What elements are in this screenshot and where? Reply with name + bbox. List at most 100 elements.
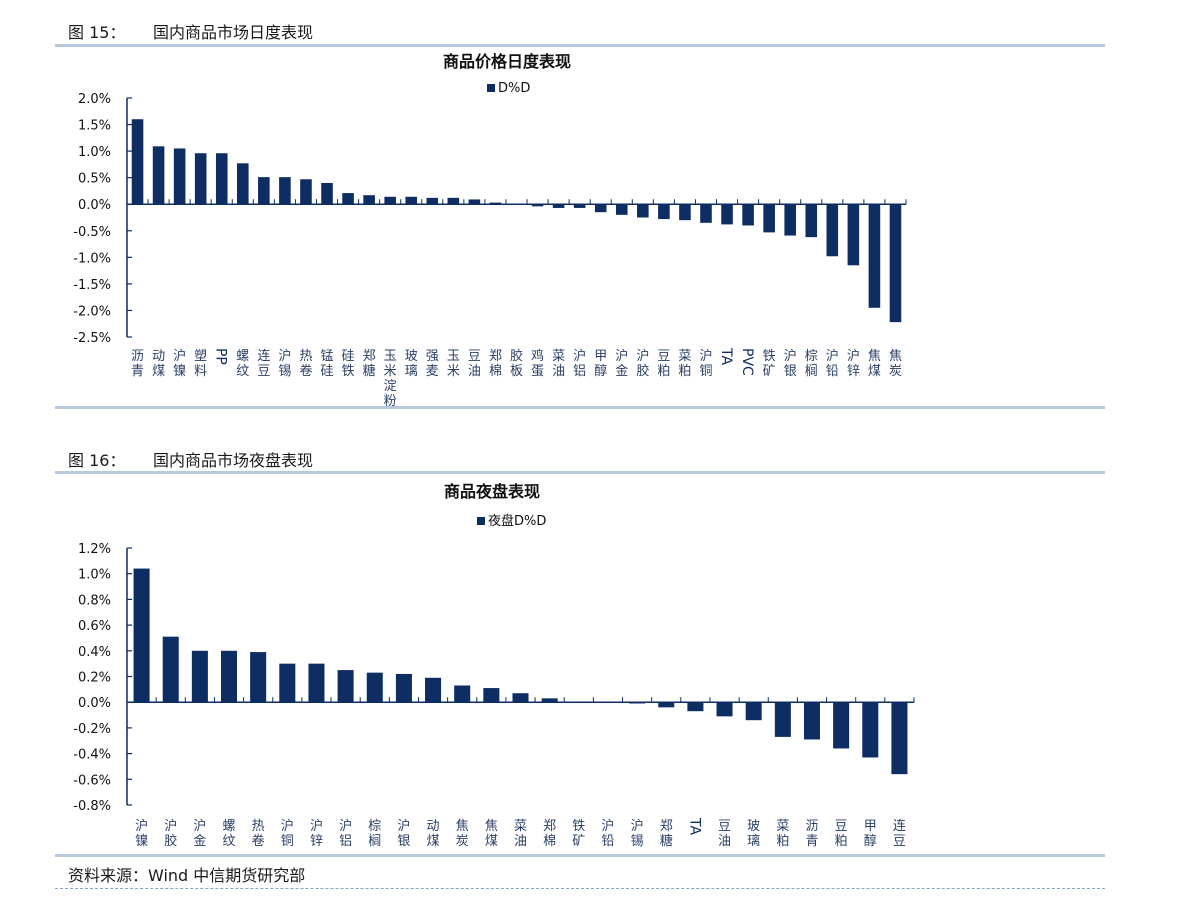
- bar-沪铜: [279, 663, 296, 703]
- bar-棕榈: [805, 204, 818, 238]
- x-tick-label: 郑棉: [543, 819, 556, 849]
- bar-动煤: [425, 677, 442, 703]
- bar-沥青: [803, 702, 820, 740]
- x-tick-label: 棕榈: [805, 349, 818, 379]
- x-tick-label: 焦煤: [485, 819, 498, 849]
- bar-沪锌: [847, 204, 860, 266]
- bar-塑料: [194, 153, 207, 205]
- x-tick-label: 强麦: [426, 349, 439, 379]
- bar-沪铜: [700, 204, 712, 223]
- x-tick-label: 沪胶: [164, 818, 177, 849]
- bar-热卷: [300, 179, 312, 205]
- y-tick-label: 0.0%: [78, 696, 111, 711]
- x-tick-label: 甲醇: [594, 349, 607, 379]
- bar-沪锡: [279, 177, 291, 205]
- x-tick-label: 胶板: [510, 348, 523, 379]
- bar-焦炭: [889, 204, 902, 323]
- x-tick-label: PP: [213, 348, 229, 365]
- x-tick-label: 沪银: [784, 348, 797, 379]
- x-tick-label: 鸡蛋: [531, 348, 544, 379]
- bar-沪镍: [173, 148, 186, 205]
- x-tick-label: 螺纹: [236, 349, 249, 379]
- bar-郑糖: [363, 195, 375, 205]
- x-tick-label: 沪金: [615, 348, 628, 379]
- divider: [55, 854, 1105, 857]
- x-tick-label: 沪铝: [573, 348, 586, 379]
- y-tick-label: -2.5%: [73, 331, 111, 346]
- x-tick-label: 硅铁: [342, 349, 355, 379]
- x-tick-label: 菜油: [514, 819, 527, 849]
- x-tick-label: PVC: [739, 348, 755, 376]
- x-tick-label: 塑料: [194, 349, 207, 379]
- x-tick-label: 沪铅: [826, 348, 839, 379]
- bar-豆粕: [833, 702, 850, 749]
- bar-沪铅: [599, 702, 616, 703]
- y-tick-label: -1.5%: [73, 278, 111, 293]
- x-tick-label: 沪金: [193, 818, 206, 849]
- bar-沪胶: [162, 636, 179, 703]
- x-tick-label: 玉米淀粉: [384, 349, 397, 409]
- bar-硅铁: [342, 193, 354, 205]
- x-tick-label: 玉米: [447, 349, 460, 379]
- bar-连豆: [258, 177, 270, 205]
- bar-TA: [721, 204, 733, 225]
- x-tick-label: 焦炭: [889, 349, 902, 379]
- y-tick-label: 0.8%: [78, 593, 111, 608]
- y-tick-label: 0.6%: [78, 619, 111, 634]
- bar-鸡蛋: [531, 204, 544, 207]
- bar-菜粕: [679, 204, 691, 221]
- bar-胶板: [510, 204, 523, 205]
- x-tick-label: 沪铜: [281, 818, 294, 849]
- y-tick-label: 0.0%: [78, 198, 111, 213]
- bar-连豆: [891, 702, 908, 775]
- x-tick-label: 沪镍: [173, 348, 186, 379]
- y-tick-label: 0.5%: [78, 172, 111, 187]
- x-tick-label: 沪胶: [636, 348, 649, 379]
- x-tick-label: 沪铝: [339, 818, 352, 849]
- bar-豆粕: [658, 204, 670, 220]
- bar-甲醇: [594, 204, 607, 213]
- x-tick-label: 菜粕: [678, 349, 691, 379]
- bar-郑糖: [658, 702, 675, 708]
- bar-PVC: [742, 204, 754, 226]
- source-note: 资料来源：Wind 中信期货研究部: [68, 866, 306, 885]
- x-tick-label: 连豆: [257, 348, 270, 379]
- figure-16-header: 图 16： 国内商品市场夜盘表现: [68, 447, 313, 471]
- x-tick-label: 焦炭: [456, 819, 469, 849]
- bar-玻璃: [405, 196, 418, 205]
- x-tick-label: TA: [686, 817, 702, 835]
- x-tick-label: 热卷: [299, 349, 312, 379]
- bar-强麦: [426, 197, 439, 205]
- bar-焦煤: [483, 688, 500, 703]
- x-tick-label: 焦煤: [868, 349, 881, 379]
- bar-铁矿: [570, 702, 587, 703]
- legend-swatch: [477, 517, 485, 525]
- bar-螺纹: [237, 163, 249, 205]
- bar-沪锡: [629, 702, 646, 704]
- bar-沪金: [615, 204, 628, 215]
- figure-caption: 国内商品市场夜盘表现: [153, 451, 314, 470]
- x-tick-label: 热卷: [252, 819, 265, 849]
- chart-title: 商品价格日度表现: [443, 52, 571, 71]
- bar-玻璃: [745, 702, 762, 721]
- y-tick-label: 0.4%: [78, 645, 111, 660]
- y-tick-label: -0.2%: [73, 722, 111, 737]
- x-tick-label: 锰硅: [321, 349, 334, 379]
- bar-甲醇: [862, 702, 879, 758]
- x-tick-label: 沪锌: [847, 348, 860, 379]
- x-tick-label: 棕榈: [368, 819, 381, 849]
- legend-label: 夜盘D%D: [488, 513, 546, 529]
- x-tick-label: 豆粕: [657, 349, 670, 379]
- bar-螺纹: [221, 650, 238, 703]
- bar-沪铝: [337, 670, 354, 703]
- x-tick-label: 沪铅: [601, 818, 614, 849]
- bar-沪铝: [573, 204, 586, 208]
- divider: [55, 44, 1105, 47]
- bar-PP: [215, 153, 228, 205]
- x-tick-label: 菜油: [552, 349, 565, 379]
- figure-label: 图 15：: [68, 23, 126, 42]
- bar-沪胶: [637, 204, 649, 218]
- bar-豆油: [468, 199, 481, 205]
- y-tick-label: -0.8%: [73, 799, 111, 814]
